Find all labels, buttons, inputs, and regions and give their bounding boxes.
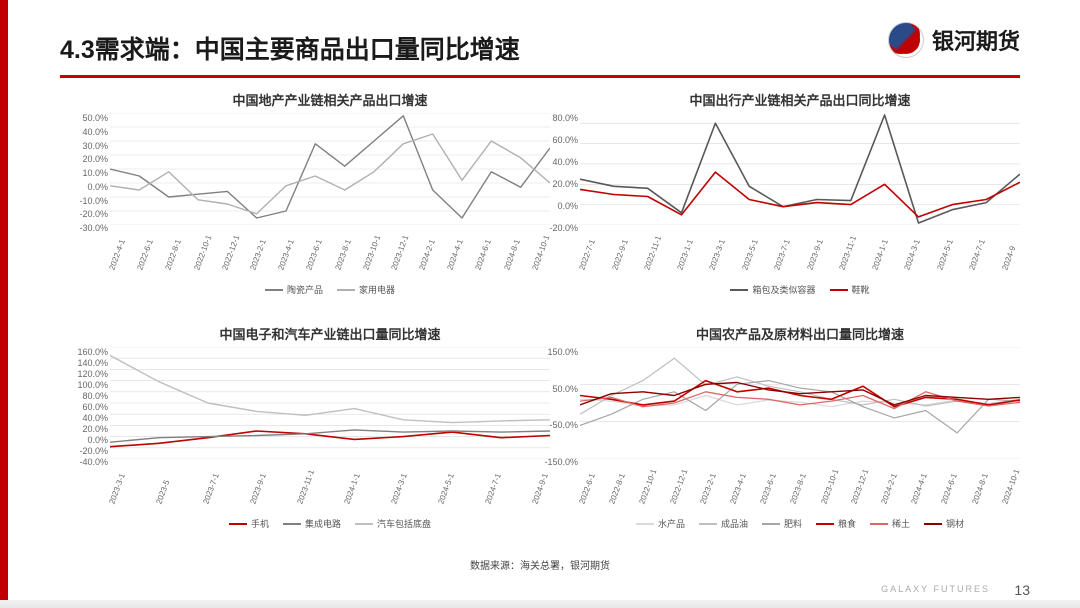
- chart1-plot: 50.0%40.0%30.0%20.0%10.0%0.0%-10.0%-20.0…: [110, 113, 550, 253]
- brand-block: 银河期货: [888, 22, 1020, 58]
- chart1-title: 中国地产产业链相关产品出口增速: [110, 90, 550, 109]
- chart-panel-2: 中国出行产业链相关产品出口同比增速 80.0%60.0%40.0%20.0%0.…: [580, 90, 1020, 314]
- source-text: 数据来源：海关总署，银河期货: [0, 557, 1080, 572]
- title-underline: [60, 75, 1020, 78]
- chart4-legend: 水产品成品油肥料粮食稀土钢材: [580, 517, 1020, 530]
- chart1-legend: 陶瓷产品家用电器: [110, 283, 550, 296]
- page-number: 13: [1014, 582, 1030, 598]
- left-accent-bar: [0, 0, 8, 608]
- chart2-title: 中国出行产业链相关产品出口同比增速: [580, 90, 1020, 109]
- chart4-plot: 150.0%50.0%-50.0%-150.0%2022-6-12022-8-1…: [580, 347, 1020, 487]
- chart3-plot: 160.0%140.0%120.0%100.0%80.0%60.0%40.0%2…: [110, 347, 550, 487]
- page-title: 4.3需求端：中国主要商品出口量同比增速: [60, 30, 1020, 66]
- chart-panel-1: 中国地产产业链相关产品出口增速 50.0%40.0%30.0%20.0%10.0…: [110, 90, 550, 314]
- chart2-legend: 箱包及类似容器鞋靴: [580, 283, 1020, 296]
- charts-grid: 中国地产产业链相关产品出口增速 50.0%40.0%30.0%20.0%10.0…: [110, 90, 1020, 548]
- title-bar: 4.3需求端：中国主要商品出口量同比增速: [60, 30, 1020, 70]
- chart2-plot: 80.0%60.0%40.0%20.0%0.0%-20.0%2022-7-120…: [580, 113, 1020, 253]
- brand-logo-icon: [888, 22, 924, 58]
- footer-brand: GALAXY FUTURES: [881, 584, 990, 594]
- chart4-title: 中国农产品及原材料出口量同比增速: [580, 324, 1020, 343]
- bottom-band: [0, 600, 1080, 608]
- chart3-legend: 手机集成电路汽车包括底盘: [110, 517, 550, 530]
- brand-name: 银河期货: [932, 24, 1020, 56]
- chart-panel-3: 中国电子和汽车产业链出口量同比增速 160.0%140.0%120.0%100.…: [110, 324, 550, 548]
- chart-panel-4: 中国农产品及原材料出口量同比增速 150.0%50.0%-50.0%-150.0…: [580, 324, 1020, 548]
- chart3-title: 中国电子和汽车产业链出口量同比增速: [110, 324, 550, 343]
